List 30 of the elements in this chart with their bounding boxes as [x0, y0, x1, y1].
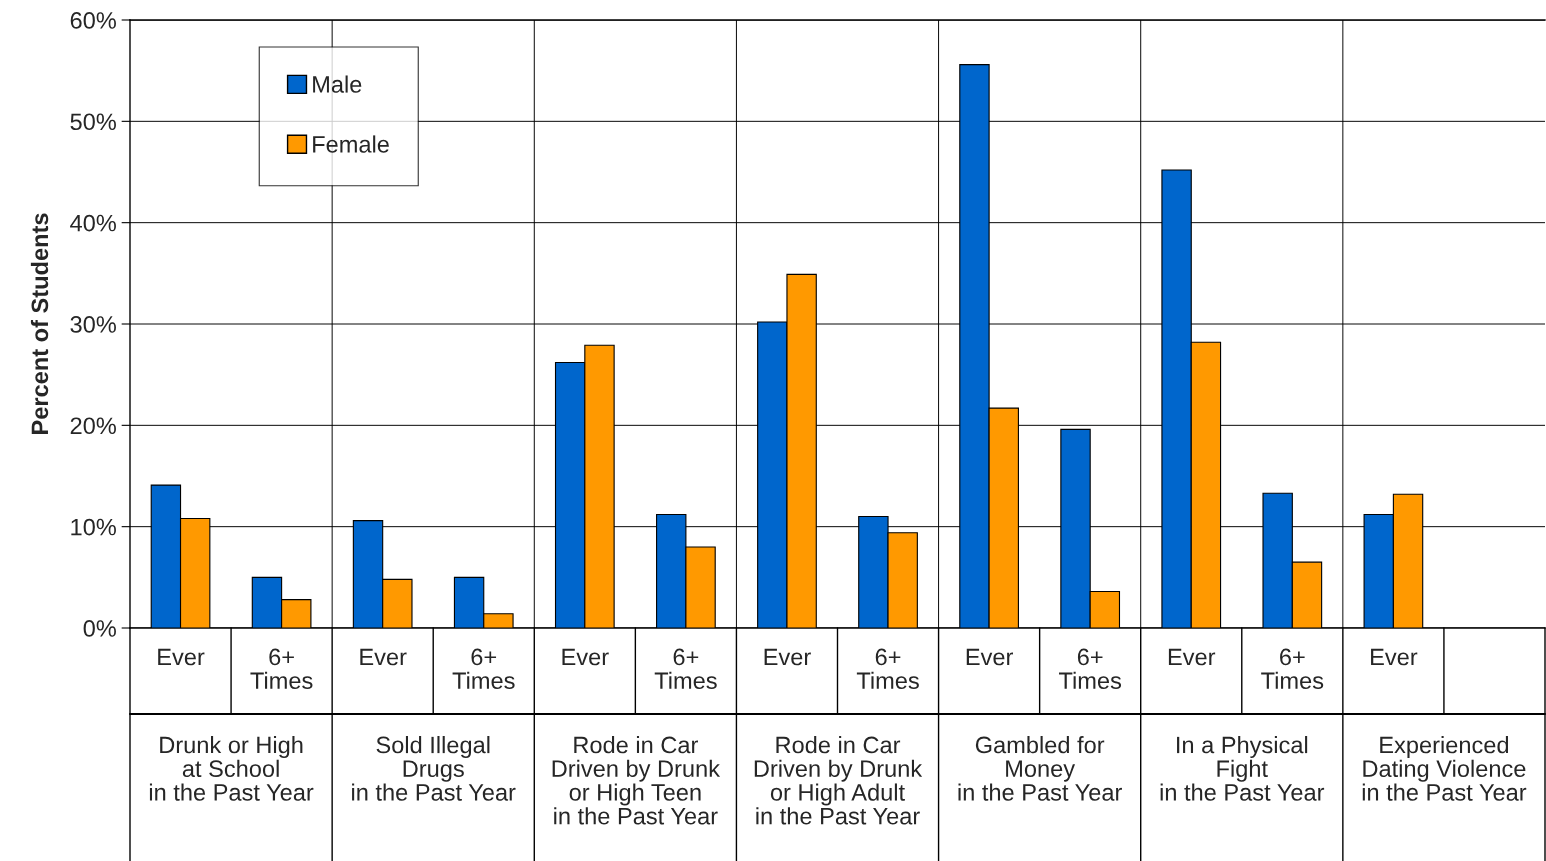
x-tick-label: 6+ Times	[250, 648, 313, 690]
x-tick-label: 6+ Times	[1261, 648, 1324, 690]
y-tick-label: 0%	[83, 620, 116, 637]
text: Gambled for Money in the Past Year	[958, 736, 1122, 801]
x-tick-label: 6+ Times	[856, 648, 919, 690]
y-tick-label: 50%	[70, 113, 116, 131]
text: In a Physical Fight in the Past Year	[1160, 736, 1325, 801]
y-tick-label: 30%	[70, 316, 116, 333]
x-tick-label: 6+ Times	[1059, 648, 1122, 690]
text: Experienced Dating Violence in the Past Year	[1362, 736, 1527, 801]
x-tick-label: 6+ Times	[452, 648, 515, 690]
legend-label: Female	[313, 135, 389, 153]
text: Rode in Car Driven by Drunk or High Teen in the Past Year	[552, 736, 721, 825]
text: Drunk or High at School in the Past Year	[149, 736, 314, 801]
text: Sold Illegal Drugs in the Past Year	[352, 736, 516, 801]
x-tick-label: Ever	[360, 648, 407, 666]
y-tick-label: 20%	[70, 417, 116, 435]
text: Rode in Car Driven by Drunk or High Adult in the Past Year	[754, 736, 923, 825]
y-tick-label: 40%	[70, 214, 116, 232]
x-tick-label: 6+ Times	[654, 648, 717, 690]
legend-label: Male	[313, 75, 362, 93]
x-tick-label: Ever	[1371, 648, 1418, 666]
y-axis-title: Percent of Students	[30, 213, 49, 434]
x-tick-label: Ever	[158, 648, 205, 666]
x-tick-label: Ever	[562, 648, 609, 666]
y-tick-label: 60%	[70, 12, 116, 29]
x-tick-label: Ever	[1168, 648, 1216, 666]
y-tick-label: 10%	[71, 518, 116, 536]
x-tick-label: Ever	[764, 648, 811, 666]
x-tick-label: Ever	[966, 648, 1013, 666]
